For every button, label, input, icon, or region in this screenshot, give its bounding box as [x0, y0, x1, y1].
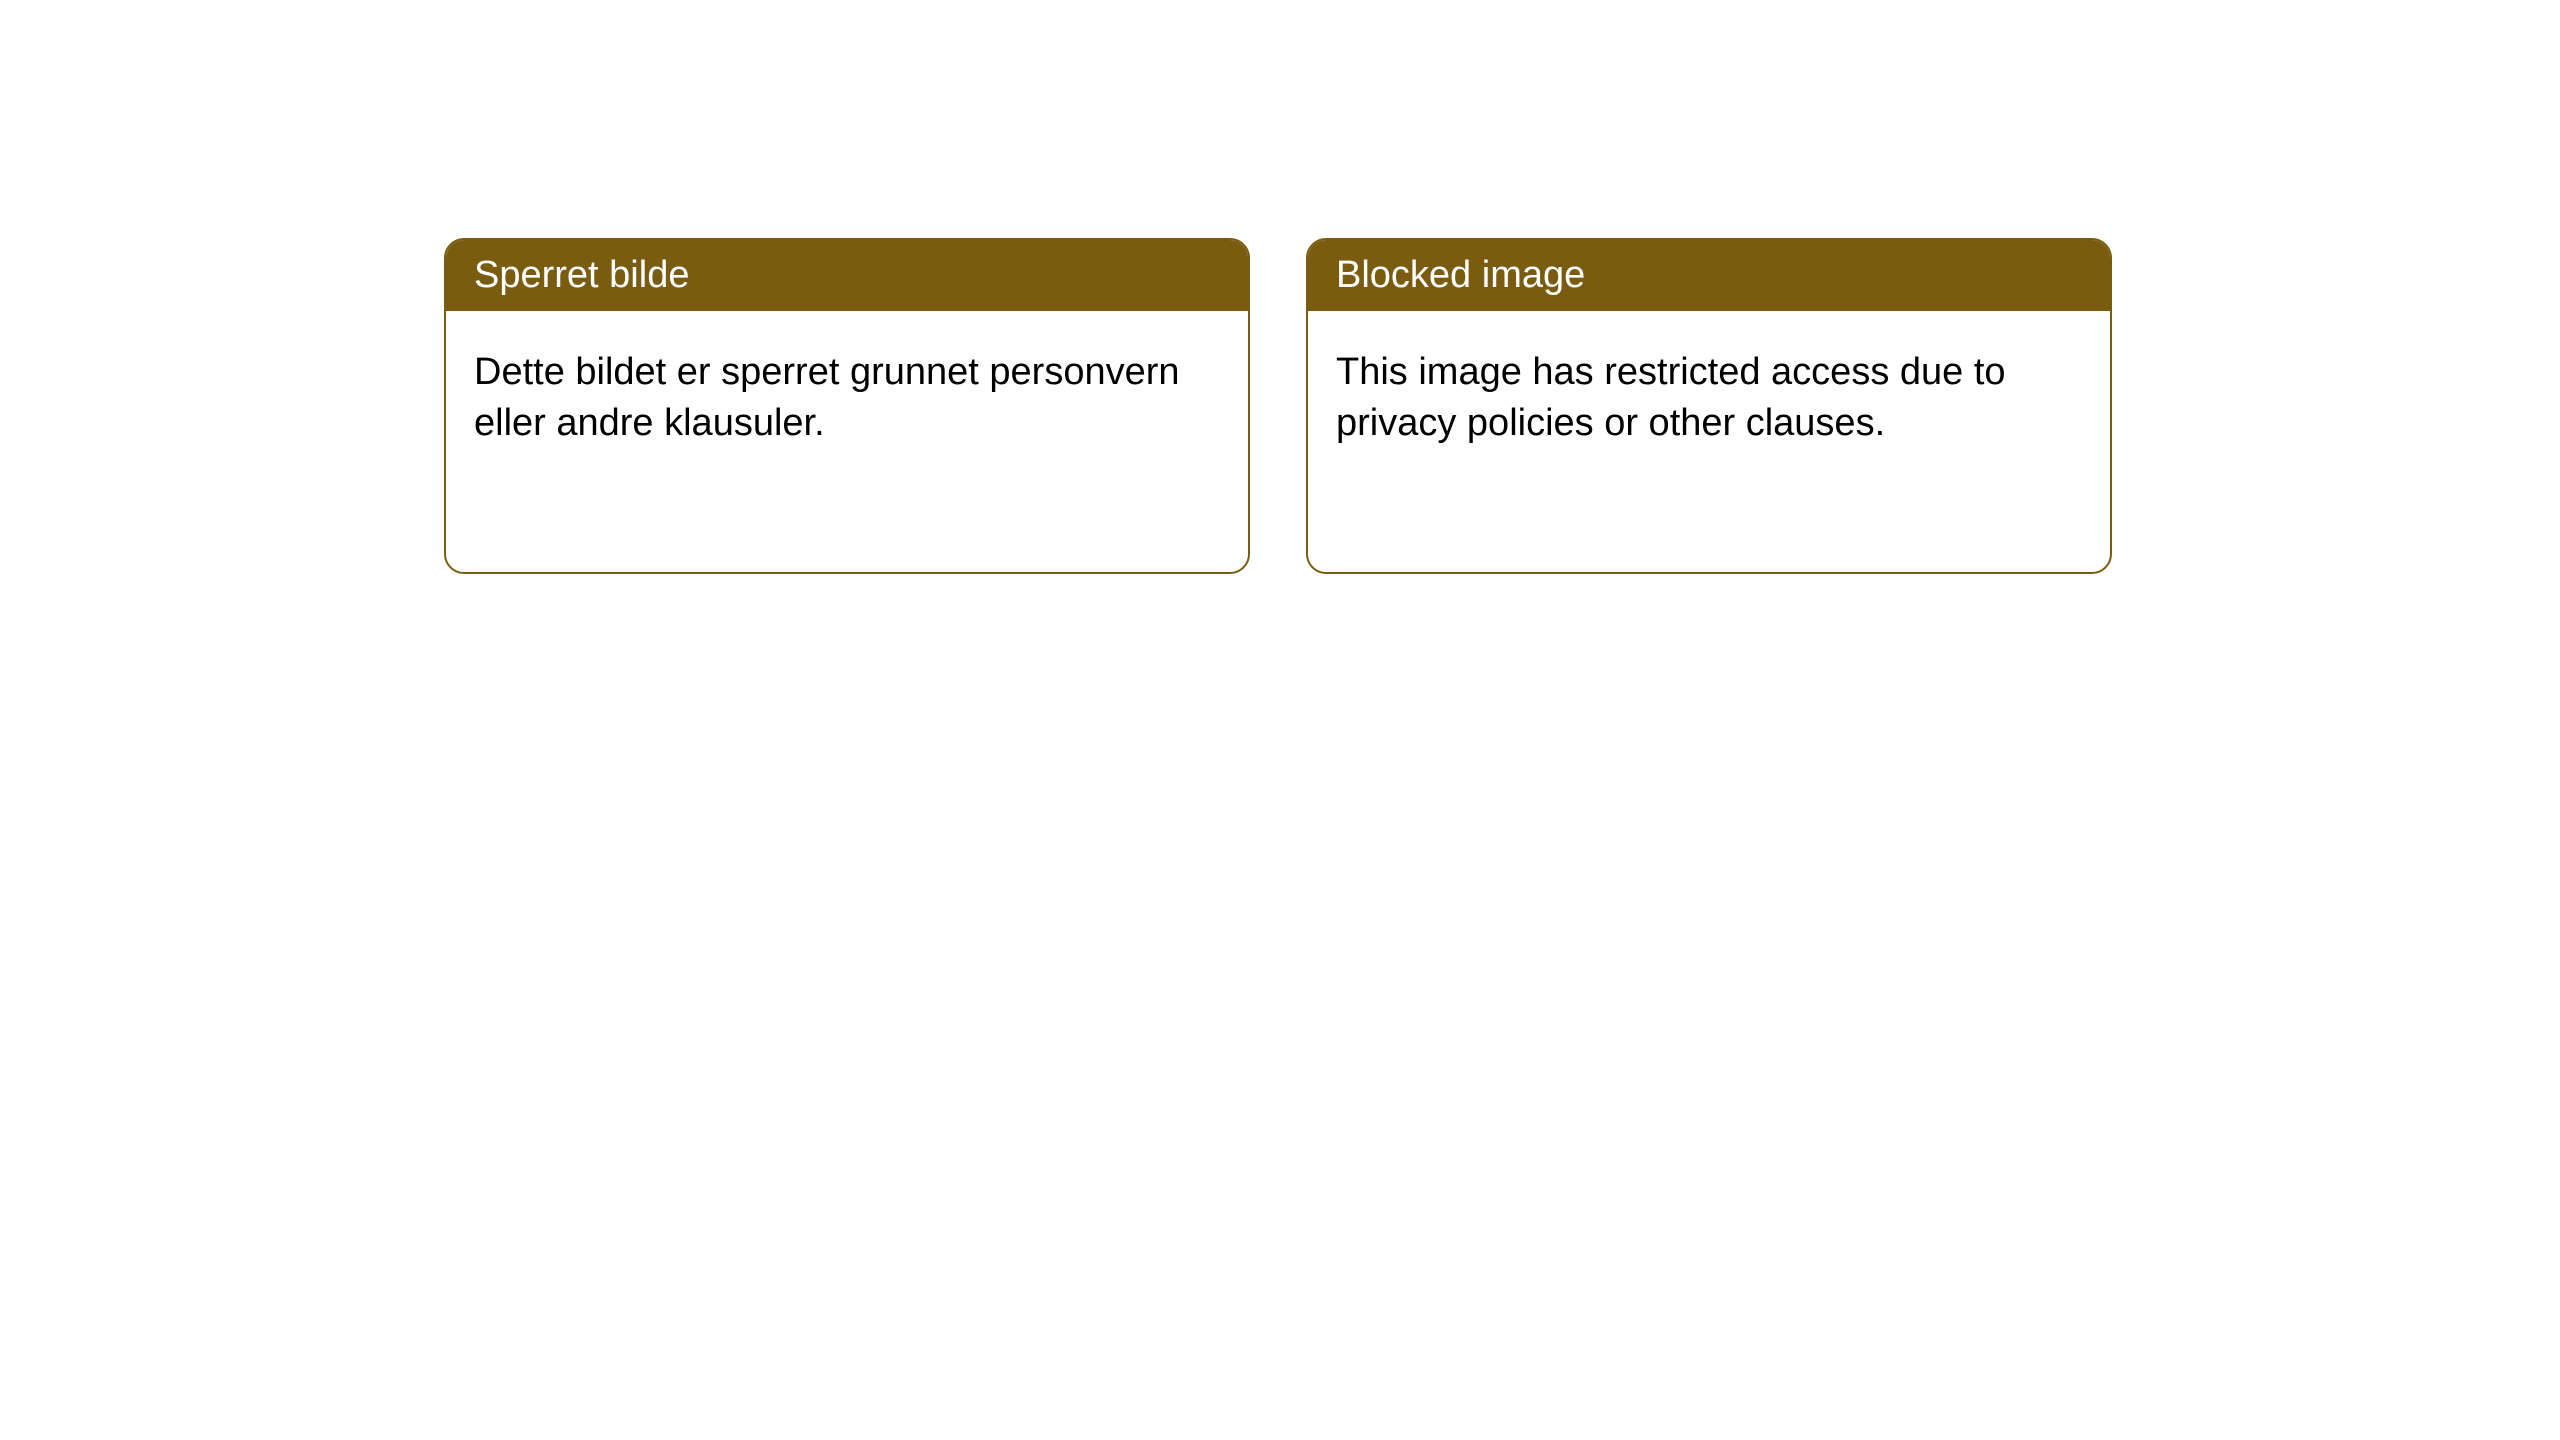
notice-card-body: Dette bildet er sperret grunnet personve…: [446, 311, 1248, 486]
notice-card-norwegian: Sperret bilde Dette bildet er sperret gr…: [444, 238, 1250, 574]
notice-card-title: Blocked image: [1308, 240, 2110, 311]
notice-card-english: Blocked image This image has restricted …: [1306, 238, 2112, 574]
notice-cards-container: Sperret bilde Dette bildet er sperret gr…: [444, 238, 2112, 574]
notice-card-title: Sperret bilde: [446, 240, 1248, 311]
notice-card-body: This image has restricted access due to …: [1308, 311, 2110, 486]
